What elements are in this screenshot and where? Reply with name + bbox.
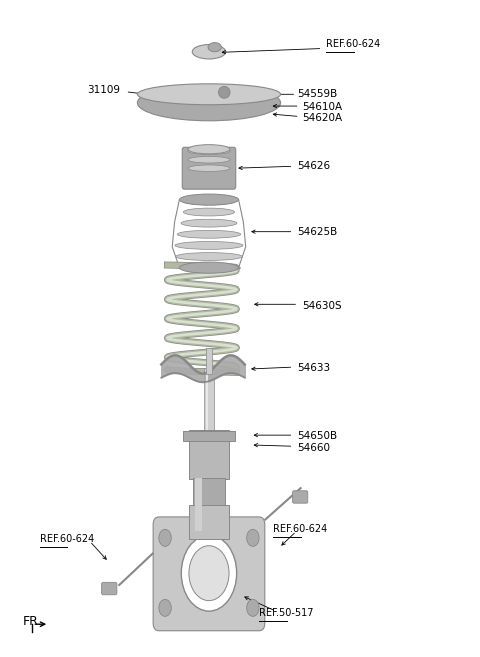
Ellipse shape bbox=[137, 85, 281, 121]
FancyBboxPatch shape bbox=[292, 491, 308, 503]
Text: 54620A: 54620A bbox=[302, 113, 342, 123]
Bar bbox=[189, 430, 229, 479]
Ellipse shape bbox=[175, 242, 243, 250]
Bar bbox=[195, 478, 202, 532]
Circle shape bbox=[247, 599, 259, 616]
FancyBboxPatch shape bbox=[182, 147, 236, 189]
Ellipse shape bbox=[180, 194, 239, 205]
Bar bbox=[183, 430, 235, 441]
Ellipse shape bbox=[180, 262, 239, 273]
Ellipse shape bbox=[188, 156, 230, 163]
Ellipse shape bbox=[182, 197, 236, 205]
Bar bbox=[193, 478, 225, 532]
Text: 54610A: 54610A bbox=[302, 102, 342, 112]
Text: 54660: 54660 bbox=[297, 443, 330, 453]
Text: 54559B: 54559B bbox=[297, 89, 337, 99]
Ellipse shape bbox=[181, 219, 237, 227]
Text: REF.60-624: REF.60-624 bbox=[274, 524, 328, 534]
Ellipse shape bbox=[218, 87, 230, 98]
Ellipse shape bbox=[179, 263, 239, 271]
Circle shape bbox=[247, 530, 259, 547]
Bar bbox=[204, 368, 214, 430]
Text: REF.50-517: REF.50-517 bbox=[259, 608, 313, 618]
Ellipse shape bbox=[192, 45, 226, 59]
Circle shape bbox=[181, 535, 237, 611]
Circle shape bbox=[159, 599, 171, 616]
Text: 54630S: 54630S bbox=[302, 301, 342, 311]
Ellipse shape bbox=[183, 208, 235, 216]
FancyBboxPatch shape bbox=[153, 517, 265, 631]
Text: 54633: 54633 bbox=[297, 363, 330, 373]
Bar bbox=[189, 505, 229, 539]
Ellipse shape bbox=[188, 148, 230, 154]
Text: REF.60-624: REF.60-624 bbox=[39, 534, 94, 544]
Text: 31109: 31109 bbox=[87, 85, 120, 95]
Text: 54625B: 54625B bbox=[297, 227, 337, 237]
Text: 54626: 54626 bbox=[297, 161, 330, 171]
Text: REF.60-624: REF.60-624 bbox=[326, 39, 380, 49]
Text: 54650B: 54650B bbox=[297, 432, 337, 442]
Ellipse shape bbox=[177, 231, 240, 238]
Ellipse shape bbox=[188, 165, 230, 171]
Ellipse shape bbox=[176, 252, 242, 260]
FancyBboxPatch shape bbox=[102, 582, 117, 595]
Ellipse shape bbox=[208, 43, 221, 52]
Circle shape bbox=[189, 546, 229, 600]
Text: FR.: FR. bbox=[23, 615, 42, 628]
Circle shape bbox=[159, 530, 171, 547]
Bar bbox=[205, 348, 212, 374]
Bar bbox=[205, 368, 208, 430]
Ellipse shape bbox=[137, 84, 281, 104]
Ellipse shape bbox=[188, 145, 230, 154]
